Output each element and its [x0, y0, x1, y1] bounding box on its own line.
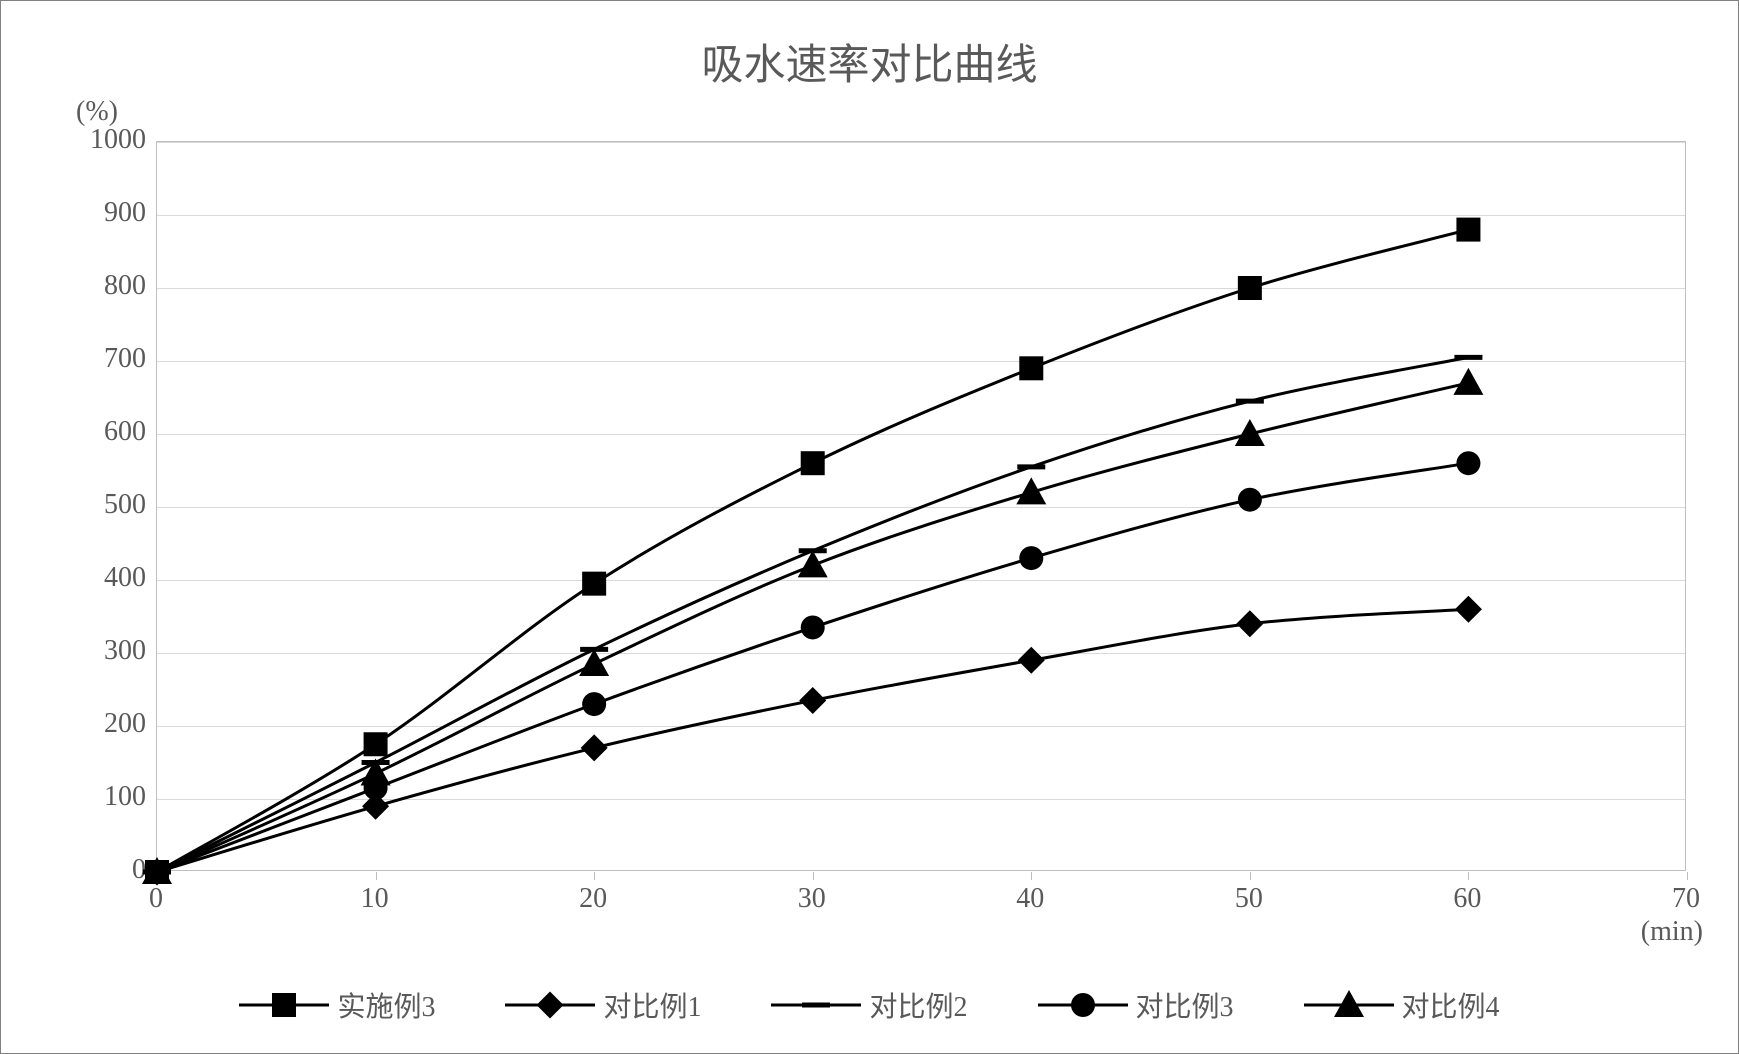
- legend-marker-icon: [1304, 990, 1394, 1020]
- legend-marker-icon: [1038, 990, 1128, 1020]
- legend-swatch: [771, 990, 861, 1020]
- square-marker: [801, 451, 825, 475]
- square-marker: [1456, 218, 1480, 242]
- legend-label: 对比例2: [869, 985, 967, 1025]
- x-tick-mark: [1687, 872, 1688, 880]
- triangle-marker: [1016, 477, 1046, 504]
- legend-marker-icon: [239, 990, 329, 1020]
- legend-swatch: [505, 990, 595, 1020]
- y-tick-label: 300: [56, 635, 146, 667]
- y-tick-label: 200: [56, 708, 146, 740]
- y-tick-label: 100: [56, 781, 146, 813]
- x-tick-mark: [1031, 872, 1032, 880]
- x-tick-mark: [594, 872, 595, 880]
- x-axis-unit-label: (min): [1641, 916, 1703, 948]
- legend-swatch: [1038, 990, 1128, 1020]
- legend-label: 对比例1: [603, 985, 701, 1025]
- y-tick-label: 500: [56, 489, 146, 521]
- plot-area: [156, 141, 1686, 871]
- series-line: [157, 463, 1468, 872]
- legend-marker-icon: [505, 990, 595, 1020]
- x-tick-label: 10: [345, 883, 405, 915]
- triangle-marker: [1453, 368, 1483, 395]
- y-tick-label: 900: [56, 197, 146, 229]
- circle-marker: [801, 615, 825, 639]
- square-marker: [364, 732, 388, 756]
- x-tick-label: 60: [1437, 883, 1497, 915]
- x-tick-label: 70: [1656, 883, 1716, 915]
- x-tick-label: 0: [126, 883, 186, 915]
- square-marker: [582, 572, 606, 596]
- diamond-marker: [1236, 610, 1263, 637]
- x-tick-mark: [1250, 872, 1251, 880]
- legend-item: 对比例2: [771, 985, 967, 1025]
- x-tick-label: 20: [563, 883, 623, 915]
- circle-marker: [1019, 546, 1043, 570]
- diamond-marker: [799, 687, 826, 714]
- chart-title: 吸水速率对比曲线: [701, 31, 1037, 92]
- x-tick-label: 40: [1000, 883, 1060, 915]
- circle-marker: [1238, 488, 1262, 512]
- legend-item: 对比例4: [1304, 985, 1500, 1025]
- y-tick-label: 400: [56, 562, 146, 594]
- circle-marker: [1071, 993, 1095, 1017]
- legend-item: 对比例1: [505, 985, 701, 1025]
- chart-container: 吸水速率对比曲线 (%) (min) 010020030040050060070…: [0, 0, 1739, 1054]
- legend-item: 实施例3: [239, 985, 435, 1025]
- square-marker: [272, 993, 296, 1017]
- plot-svg: [157, 142, 1685, 870]
- x-tick-mark: [1468, 872, 1469, 880]
- y-tick-label: 700: [56, 343, 146, 375]
- diamond-marker: [581, 734, 608, 761]
- series-line: [157, 609, 1468, 872]
- legend-swatch: [239, 990, 329, 1020]
- diamond-marker: [537, 992, 564, 1019]
- x-tick-mark: [376, 872, 377, 880]
- x-tick-label: 30: [782, 883, 842, 915]
- circle-marker: [1456, 451, 1480, 475]
- legend-swatch: [1304, 990, 1394, 1020]
- y-tick-label: 600: [56, 416, 146, 448]
- series-line: [157, 357, 1468, 872]
- y-tick-label: 1000: [56, 124, 146, 156]
- legend-label: 实施例3: [337, 985, 435, 1025]
- legend-marker-icon: [771, 990, 861, 1020]
- x-tick-mark: [813, 872, 814, 880]
- diamond-marker: [1018, 647, 1045, 674]
- square-marker: [1238, 276, 1262, 300]
- x-tick-label: 50: [1219, 883, 1279, 915]
- legend-label: 对比例4: [1402, 985, 1500, 1025]
- y-tick-label: 800: [56, 270, 146, 302]
- circle-marker: [582, 692, 606, 716]
- legend-item: 对比例3: [1038, 985, 1234, 1025]
- y-tick-label: 0: [56, 854, 146, 886]
- square-marker: [1019, 356, 1043, 380]
- diamond-marker: [1455, 596, 1482, 623]
- legend: 实施例3 对比例1 对比例2 对比例3 对比例4: [1, 985, 1738, 1025]
- legend-label: 对比例3: [1136, 985, 1234, 1025]
